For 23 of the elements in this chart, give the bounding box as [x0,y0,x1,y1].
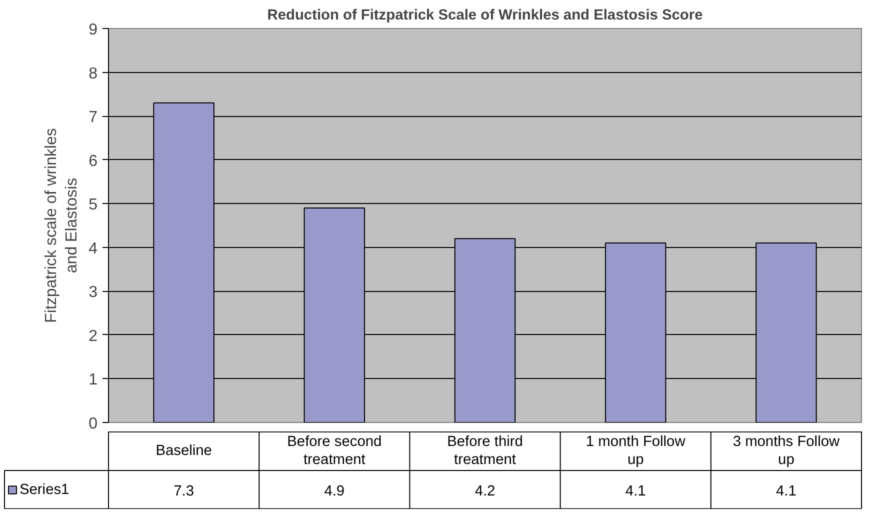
data-label: 4.1 [625,484,646,500]
y-axis-title: Fitzpatrick scale of wrinkles and Elastosis [43,128,81,323]
data-label: 4.2 [474,484,496,500]
y-tick-label: 5 [88,196,98,214]
y-tick-label: 3 [88,284,98,302]
x-tick-label: Before third treatment [447,434,523,468]
y-tick-label: 1 [88,372,98,389]
y-tick-label: 2 [88,328,98,345]
y-tick-label: 0 [88,416,98,432]
y-tick-label: 8 [88,65,98,82]
legend-label: Series1 [20,482,70,498]
x-tick-label: Baseline [156,443,212,459]
x-tick-label: Before second treatment [287,434,382,468]
y-tick-label: 7 [88,109,98,126]
data-label: 4.1 [776,484,796,500]
x-tick-label: 3 months Follow up [732,434,840,468]
y-tick-label: 9 [88,22,98,38]
data-label: 4.9 [324,484,345,500]
y-tick-label: 4 [88,240,98,258]
y-tick-label: 6 [88,152,98,170]
chart-title: Reduction of Fitzpatrick Scale of Wrinkles and Elastosis Score [267,8,703,24]
data-label: 7.3 [174,484,194,500]
x-tick-label: 1 month Follow up [586,434,686,468]
